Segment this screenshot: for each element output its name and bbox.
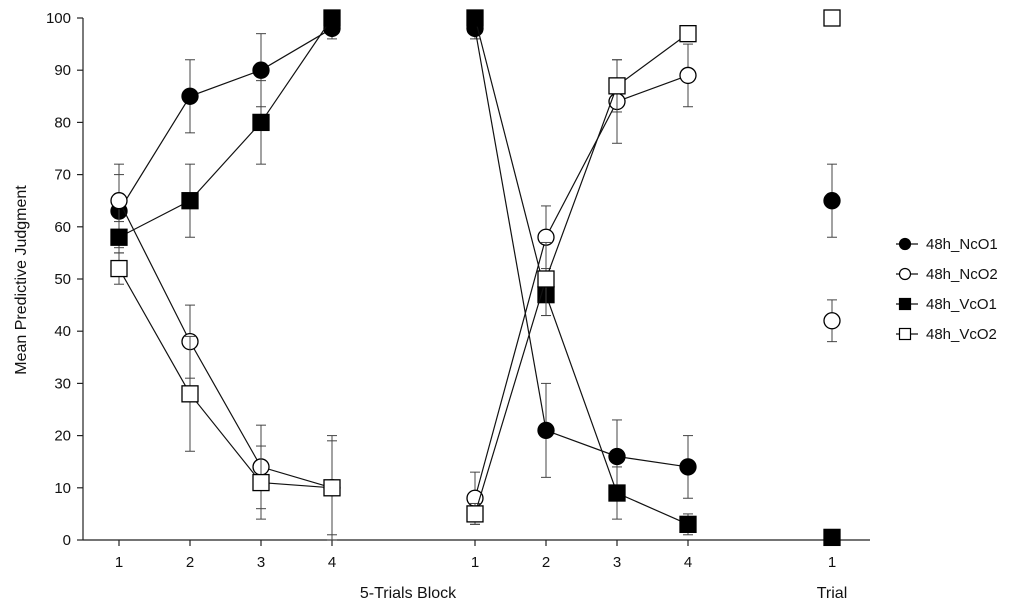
data-point — [181, 192, 199, 210]
legend-label: 48h_VcO1 — [926, 296, 997, 313]
data-point — [323, 479, 341, 497]
data-point — [679, 515, 697, 533]
data-point — [608, 447, 626, 466]
data-point — [608, 484, 626, 502]
data-point — [466, 505, 484, 523]
legend-label: 48h_NcO2 — [926, 266, 998, 283]
y-tick-label: 90 — [54, 62, 71, 79]
x-tick-label: 4 — [328, 554, 336, 571]
data-point — [110, 228, 128, 246]
plot-area — [110, 9, 841, 547]
x-tick-label: 1 — [828, 554, 836, 571]
legend-item: 48h_NcO2 — [896, 266, 998, 283]
data-point — [110, 259, 128, 278]
y-tick-label: 0 — [63, 532, 71, 549]
data-point — [608, 77, 626, 95]
data-point — [323, 9, 341, 27]
y-tick-label: 60 — [54, 219, 71, 236]
x-tick-label: 1 — [471, 554, 479, 571]
data-point — [537, 270, 555, 288]
series-48h_VcO1 — [110, 9, 841, 547]
y-axis-title: Mean Predictive Judgment — [13, 185, 30, 375]
series-line — [118, 200, 333, 489]
series-48h_VcO2 — [110, 9, 841, 536]
data-point — [252, 113, 270, 132]
y-tick-label: 10 — [54, 480, 71, 497]
x-tick-label: 3 — [257, 554, 265, 571]
y-tick-label: 70 — [54, 167, 71, 184]
data-point — [181, 87, 199, 105]
series-line — [118, 27, 333, 212]
x-tick-label: 3 — [613, 554, 621, 571]
x-tick-label: 4 — [684, 554, 692, 571]
y-tick-label: 80 — [54, 114, 71, 131]
series-48h_NcO1 — [110, 17, 841, 499]
x-tick-label: 2 — [542, 554, 550, 571]
y-tick-label: 50 — [54, 271, 71, 288]
data-point — [823, 9, 841, 27]
data-point — [537, 421, 555, 440]
y-tick-label: 20 — [54, 428, 71, 445]
x-axis-title-blocks: 5-Trials Block — [360, 585, 457, 602]
series-line — [474, 28, 689, 468]
data-point — [679, 25, 697, 43]
x-tick-label: 1 — [115, 554, 123, 571]
legend-marker — [898, 327, 912, 341]
data-point — [823, 192, 841, 210]
legend-marker — [898, 297, 912, 311]
data-point — [679, 66, 697, 85]
data-point — [252, 473, 270, 492]
series-line — [474, 17, 689, 525]
series-line — [118, 268, 333, 489]
legend-label: 48h_NcO1 — [926, 236, 998, 253]
legend-marker — [898, 267, 912, 281]
series-line — [118, 17, 333, 238]
y-tick-label: 100 — [46, 10, 71, 27]
y-tick-label: 30 — [54, 375, 71, 392]
data-point — [110, 192, 128, 210]
series-48h_NcO2 — [110, 43, 841, 541]
series-line — [474, 33, 689, 515]
y-tick-label: 40 — [54, 323, 71, 340]
x-axis-title-trial: Trial — [817, 585, 848, 602]
legend-marker — [898, 237, 912, 251]
legend-item: 48h_NcO1 — [896, 236, 998, 253]
series-line — [474, 74, 689, 499]
data-point — [181, 385, 199, 403]
chart-frame: 0 10 20 30 40 50 60 70 80 90 100 1 2 3 4 1 2 3 4 1 — [46, 10, 870, 571]
data-point — [823, 312, 841, 330]
data-point — [466, 9, 484, 27]
legend-item: 48h_VcO1 — [896, 296, 997, 313]
legend: 48h_NcO1 48h_NcO2 48h_VcO1 48h_VcO2 — [896, 236, 998, 343]
data-point — [679, 458, 697, 476]
legend-item: 48h_VcO2 — [896, 326, 997, 343]
x-tick-label: 2 — [186, 554, 194, 571]
legend-label: 48h_VcO2 — [926, 326, 997, 343]
data-point — [252, 61, 270, 79]
data-point — [823, 528, 841, 547]
